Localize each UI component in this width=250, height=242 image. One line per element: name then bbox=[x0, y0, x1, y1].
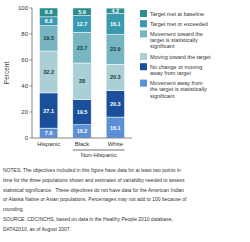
legend-label-line: Movement away from bbox=[150, 80, 203, 86]
legend-swatch bbox=[140, 53, 147, 60]
data-label: 7.6 bbox=[45, 130, 53, 136]
legend-swatch bbox=[140, 30, 147, 37]
legend-label: Target met or exceeded bbox=[150, 21, 208, 27]
legend-label-line: Movement toward the bbox=[150, 31, 203, 37]
bar-segment bbox=[73, 99, 91, 124]
y-tick-label: 80 bbox=[21, 31, 28, 37]
note-line: or Alaska Native or Asian populations. P… bbox=[3, 196, 187, 202]
note-line: SOURCE: CDC/NCHS, based on data in the H… bbox=[3, 216, 173, 222]
legend-swatch bbox=[140, 63, 147, 70]
data-label: 4.2 bbox=[112, 8, 120, 14]
legend-label: Moving toward the target bbox=[150, 54, 211, 60]
bar-segment bbox=[106, 14, 124, 35]
bar-segment bbox=[106, 91, 124, 117]
y-tick-label: 40 bbox=[21, 83, 28, 89]
legend-label-line: away from target bbox=[150, 70, 191, 76]
data-label: 6.8 bbox=[45, 9, 53, 15]
legend-label: Target met at baseline bbox=[150, 11, 204, 17]
chart: 7.6 10.2 16.1 27.1 19.5 20.3 32.2 28 20.3 19.5 23.… bbox=[0, 0, 250, 242]
x-tick-label: Black bbox=[75, 141, 91, 147]
data-label: 19.5 bbox=[43, 35, 54, 41]
data-label: 16.1 bbox=[110, 21, 121, 27]
y-tick-label: 20 bbox=[21, 109, 28, 115]
legend-label-line: Target met or exceeded bbox=[150, 21, 208, 27]
y-axis-label: Percent bbox=[3, 62, 10, 85]
y-tick-label: 0 bbox=[25, 135, 29, 141]
data-label: 28 bbox=[79, 78, 85, 84]
legend-label-line: significant bbox=[150, 93, 175, 99]
note-line: time for the three populations shown and… bbox=[3, 177, 185, 183]
bar-segment bbox=[106, 8, 124, 13]
bar-segment bbox=[40, 128, 58, 138]
legend: Target met at baseline Target met or exce… bbox=[140, 10, 211, 99]
y-tick bbox=[30, 86, 33, 87]
y-tick bbox=[30, 138, 33, 139]
legend-swatch bbox=[140, 10, 147, 17]
y-tick bbox=[30, 8, 33, 9]
data-label: 27.1 bbox=[43, 108, 54, 114]
bar-segment bbox=[40, 93, 58, 128]
y-tick bbox=[30, 34, 33, 35]
y-tick-label: 60 bbox=[21, 57, 28, 63]
legend-label-line: target is statistically bbox=[150, 37, 198, 43]
bar-segment bbox=[106, 117, 124, 138]
bar-segment bbox=[40, 26, 58, 51]
y-tick-label: 100 bbox=[18, 5, 29, 11]
bars bbox=[40, 8, 125, 138]
bar-segment bbox=[106, 64, 124, 90]
bar-segment bbox=[73, 8, 91, 16]
annotation: Non-Hispanic bbox=[81, 152, 117, 158]
x-tick-label: Hispanic bbox=[37, 141, 60, 147]
data-label: 20.3 bbox=[110, 101, 121, 107]
bar-segment bbox=[40, 51, 58, 93]
notes: NOTES: The objectives included in this f… bbox=[3, 167, 187, 232]
y-tick bbox=[30, 60, 33, 61]
data-label: 12.7 bbox=[77, 21, 88, 27]
note-line: rounding. bbox=[3, 206, 24, 212]
y-axis-line bbox=[32, 8, 33, 138]
legend-label-line: Target met at baseline bbox=[150, 11, 204, 17]
legend-swatch bbox=[140, 80, 147, 87]
legend-label-line: No change or moving bbox=[150, 64, 202, 70]
x-tick-label: White bbox=[108, 141, 124, 147]
data-labels: 7.6 10.2 16.1 27.1 19.5 20.3 32.2 28 20.3 19.5 23.… bbox=[43, 8, 120, 136]
note-line: statistical significance. These objectiv… bbox=[3, 187, 184, 193]
bar-segment bbox=[40, 17, 58, 26]
legend-label-line: Moving toward the target bbox=[150, 54, 211, 60]
data-label: 10.2 bbox=[77, 128, 88, 134]
bar-segment bbox=[106, 35, 124, 65]
legend-swatch bbox=[140, 20, 147, 27]
data-label: 5.9 bbox=[78, 9, 86, 15]
data-label: 22.9 bbox=[110, 46, 121, 52]
bar-segment bbox=[73, 32, 91, 63]
bar-segment bbox=[73, 125, 91, 138]
legend-label: Movement away fromthe target is statisti… bbox=[150, 80, 207, 98]
note-line: NOTES: The objectives included in this f… bbox=[3, 167, 181, 173]
note-line: DATA2010, as of August 2007. bbox=[3, 226, 71, 232]
bar-segment bbox=[73, 63, 91, 99]
legend-label-line: significant bbox=[150, 43, 175, 49]
legend-label-line: the target is statistically bbox=[150, 86, 207, 92]
data-label: 6.8 bbox=[45, 18, 53, 24]
bar-segment bbox=[40, 8, 58, 17]
legend-label: No change or movingaway from target bbox=[150, 64, 202, 76]
data-label: 23.7 bbox=[77, 45, 88, 51]
data-label: 20.3 bbox=[110, 74, 121, 80]
bar-segment bbox=[73, 16, 91, 33]
bracket bbox=[73, 150, 125, 151]
data-label: 32.2 bbox=[43, 69, 54, 75]
data-label: 19.5 bbox=[77, 109, 88, 115]
y-tick bbox=[30, 112, 33, 113]
legend-label: Movement toward thetarget is statistical… bbox=[150, 31, 203, 49]
x-axis-line bbox=[32, 138, 132, 139]
data-label: 16.1 bbox=[110, 125, 121, 131]
